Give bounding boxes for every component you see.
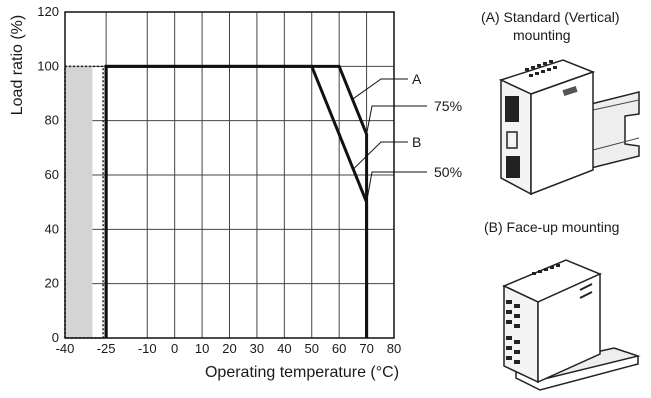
y-tick-label: 100 [37,58,59,73]
y-axis-title: Load ratio (%) [9,15,26,116]
vertical-mounting-illustration [498,59,640,196]
series-line-b [104,64,369,338]
x-axis-title: Operating temperature (°C) [205,364,399,381]
shaded-region-layer [64,65,104,339]
callout-leader-50-pct [366,171,427,203]
y-tick-label: 60 [45,167,59,182]
x-tick-label: -10 [138,341,157,356]
x-tick-label: 30 [250,341,264,356]
mounting-a-caption: (A) Standard (Vertical) [481,9,620,25]
mounting-b-caption: (B) Face-up mounting [484,219,620,235]
y-tick-label: 0 [52,330,59,345]
callout-label-50-pct: 50% [434,164,462,180]
callout-label-b: B [412,134,421,150]
x-tick-label: 0 [171,341,178,356]
y-tick-label: 20 [45,276,59,291]
plot-frame-layer [64,11,395,339]
plot-frame [64,11,395,339]
series-layer [104,64,369,338]
callout-leader-75-pct [366,105,427,135]
x-tick-label: 50 [305,341,319,356]
callout-label-a: A [412,71,422,87]
x-tick-label: -25 [97,341,116,356]
x-tick-label: 40 [277,341,291,356]
y-tick-label: 40 [45,221,59,236]
y-tick-labels: 0 20 40 60 80 100 120 [37,4,59,345]
x-tick-labels: -40 -25 -10 0 10 20 30 40 50 60 70 80 [56,341,402,356]
x-tick-label: 60 [332,341,346,356]
chart-grid [64,11,395,339]
mounting-a-caption-line2: mounting [513,27,571,43]
face-up-mounting-illustration [502,259,641,391]
callout-leader-b [352,141,408,170]
y-tick-label: 80 [45,113,59,128]
y-tick-label: 120 [37,4,59,19]
x-tick-label: 10 [195,341,209,356]
x-tick-label: 80 [387,341,401,356]
x-tick-label: 70 [359,341,373,356]
x-tick-label: -40 [56,341,75,356]
callout-layer: A 75% B 50% [352,71,462,203]
x-tick-label: 20 [222,341,236,356]
callout-leader-a [352,78,408,100]
callout-label-75-pct: 75% [434,98,462,114]
shaded-region [66,66,93,338]
